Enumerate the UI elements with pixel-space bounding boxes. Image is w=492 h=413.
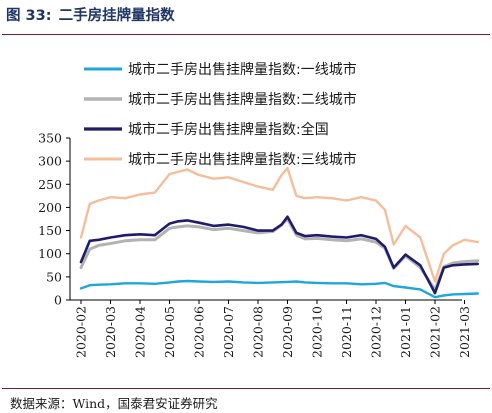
y-tick-label: 150 bbox=[38, 223, 62, 238]
figure-title-text: 二手房挂牌量指数 bbox=[58, 8, 175, 24]
x-tick-label: 2021-03 bbox=[457, 306, 472, 358]
legend-label-3: 城市二手房出售挂牌量指数:三线城市 bbox=[128, 151, 357, 168]
legend-label-2: 城市二手房出售挂牌量指数:全国 bbox=[128, 121, 329, 138]
series-line-0 bbox=[79, 279, 479, 299]
series-line-3 bbox=[79, 166, 479, 283]
figure-number: 图 33: bbox=[6, 8, 52, 24]
y-tick-label: 200 bbox=[38, 200, 62, 215]
x-tick-label: 2020-10 bbox=[310, 306, 325, 358]
series-line-1 bbox=[79, 217, 480, 292]
y-tick-label: 0 bbox=[54, 293, 62, 308]
x-tick-label: 2020-11 bbox=[339, 306, 354, 358]
legend-label-1: 城市二手房出售挂牌量指数:二线城市 bbox=[128, 91, 357, 108]
y-tick-label: 100 bbox=[38, 246, 62, 261]
figure-title: 图 33: 二手房挂牌量指数 bbox=[6, 4, 175, 25]
title-divider bbox=[2, 34, 490, 35]
legend-label-0: 城市二手房出售挂牌量指数:一线城市 bbox=[128, 61, 357, 78]
x-tick-label: 2020-06 bbox=[192, 306, 207, 358]
y-tick-label: 50 bbox=[46, 269, 62, 284]
x-tick-label: 2020-03 bbox=[103, 306, 118, 358]
y-tick-label: 350 bbox=[38, 131, 62, 146]
x-tick-label: 2020-04 bbox=[133, 306, 148, 358]
x-tick-label: 2020-12 bbox=[369, 306, 384, 358]
x-tick-label: 2020-02 bbox=[74, 306, 89, 358]
legend: 城市二手房出售挂牌量指数:一线城市城市二手房出售挂牌量指数:二线城市城市二手房出… bbox=[84, 61, 357, 168]
x-tick-label: 2020-05 bbox=[162, 306, 177, 358]
series-layer bbox=[79, 166, 480, 299]
y-tick-label: 300 bbox=[38, 154, 62, 169]
axes: 0 50 100 150 200 250 300 350 2020-02 2020-03 2020-… bbox=[38, 131, 472, 358]
x-tick-label: 2021-01 bbox=[398, 306, 413, 358]
source-note: 数据来源：Wind，国泰君安证券研究 bbox=[10, 396, 218, 411]
x-tick-label: 2020-07 bbox=[221, 306, 236, 358]
x-tick-label: 2020-09 bbox=[280, 306, 295, 358]
x-tick-label: 2020-08 bbox=[251, 306, 266, 358]
x-tick-label: 2021-02 bbox=[428, 306, 443, 358]
y-tick-label: 250 bbox=[38, 177, 62, 192]
footer-divider bbox=[2, 388, 490, 389]
series-line-2 bbox=[79, 215, 480, 295]
